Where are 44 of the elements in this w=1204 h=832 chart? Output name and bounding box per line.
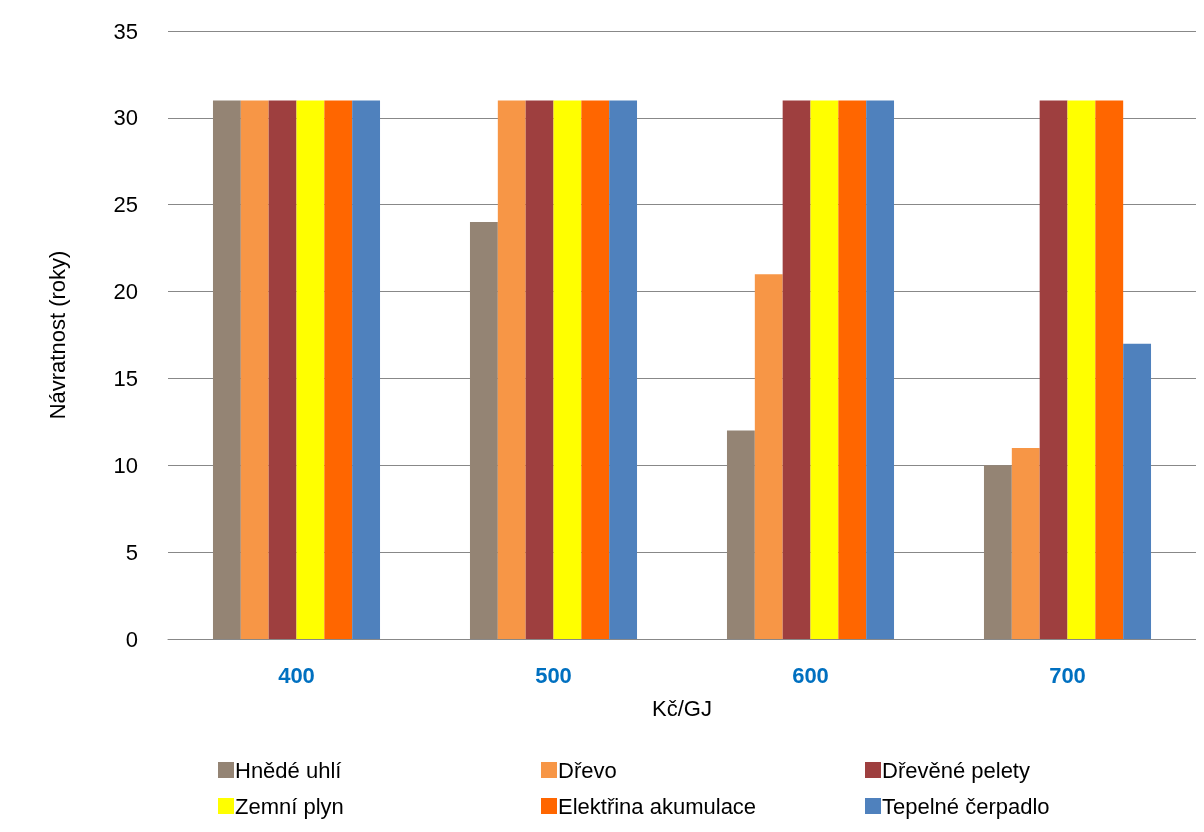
bar: [1123, 343, 1152, 639]
y-tick-label: 5: [125, 539, 138, 565]
legend-label: Dřevěné pelety: [882, 757, 1030, 783]
bar: [1039, 100, 1068, 639]
bar: [268, 100, 297, 639]
x-tick-label: 400: [278, 662, 315, 688]
y-tick-label: 10: [113, 452, 138, 478]
bar: [838, 100, 867, 639]
bar: [1067, 100, 1096, 639]
legend-label: Hnědé uhlí: [235, 757, 342, 783]
bar: [525, 100, 554, 639]
bar: [866, 100, 895, 639]
bar: [352, 100, 381, 639]
y-tick-label: 0: [125, 626, 138, 652]
bar: [581, 100, 610, 639]
bar: [754, 274, 783, 639]
bar: [782, 100, 811, 639]
bar: [497, 100, 526, 639]
x-tick-label: 500: [535, 662, 572, 688]
x-tick-label: 700: [1049, 662, 1086, 688]
y-tick-label: 20: [113, 279, 138, 305]
bar: [240, 100, 269, 639]
legend-label: Elektřina akumulace: [558, 793, 757, 819]
y-tick-label: 30: [113, 105, 138, 131]
legend-label: Dřevo: [558, 757, 617, 783]
y-tick-label: 35: [113, 18, 138, 44]
legend-label: Tepelné čerpadlo: [882, 793, 1050, 819]
x-tick-label: 600: [792, 662, 829, 688]
legend-label: Zemní plyn: [235, 793, 344, 819]
y-axis-title: Návratnost (roky): [44, 250, 70, 420]
y-tick-label: 15: [113, 365, 138, 391]
bar: [212, 100, 241, 639]
bar: [553, 100, 582, 639]
bar: [983, 465, 1012, 639]
bar: [726, 430, 755, 639]
bar: [1011, 447, 1040, 639]
bar: [324, 100, 353, 639]
bar: [296, 100, 325, 639]
bar: [810, 100, 839, 639]
bar: [1095, 100, 1124, 639]
y-tick-label: 25: [113, 192, 138, 218]
bar: [469, 222, 498, 639]
x-axis-title: Kč/GJ: [652, 695, 712, 721]
bar: [609, 100, 638, 639]
